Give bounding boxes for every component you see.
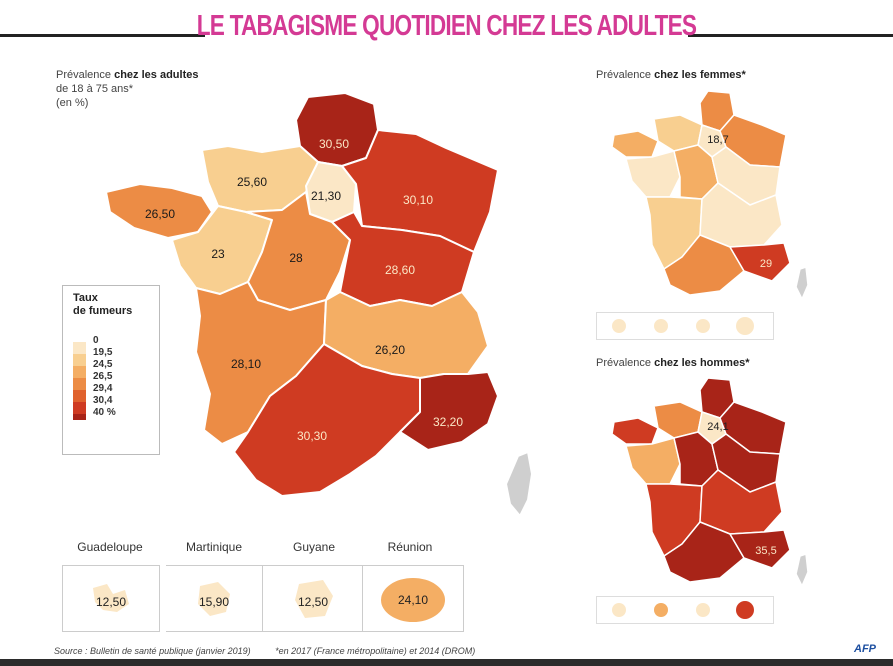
legend-swatch-5 [73, 390, 86, 402]
label-hauts-de-france: 30,50 [319, 137, 349, 151]
legend-title-line1: Taux [73, 292, 98, 304]
legend-title-line2: de fumeurs [73, 305, 133, 317]
legend-tick-2: 24,5 [93, 359, 113, 370]
reunion-shape: 24,10 [381, 578, 445, 622]
main-caption-bold: chez les adultes [114, 69, 199, 81]
women-overseas-strip [596, 312, 774, 340]
women-label-idf: 18,7 [707, 134, 728, 146]
women-map: 18,7 29 [611, 90, 809, 300]
overseas-name-martinique: Martinique [185, 540, 243, 554]
label-auvergne: 26,20 [375, 343, 405, 357]
men-caption-bold: chez les hommes* [654, 357, 750, 369]
guadeloupe-value: 12,50 [96, 595, 126, 609]
region-corse [505, 451, 533, 517]
martinique-shape: 15,90 [198, 582, 230, 616]
men-map: 24,1 35,5 [611, 377, 809, 587]
label-ile-de-france: 21,30 [311, 189, 341, 203]
label-centre: 28 [289, 251, 303, 265]
main-caption-pre: Prévalence [56, 69, 115, 81]
men-map-caption: Prévalence chez les hommes* [596, 356, 749, 370]
legend-swatch-3 [73, 366, 86, 378]
label-paca: 32,20 [433, 415, 463, 429]
women-map-caption: Prévalence chez les femmes* [596, 68, 746, 82]
legend: Taux de fumeurs 0 19,5 24,5 26,5 29,4 30… [62, 285, 160, 455]
title-rule-left [0, 34, 205, 37]
guyane-value: 12,50 [298, 595, 328, 609]
men-caption-pre: Prévalence [596, 357, 655, 369]
main-caption-line2: de 18 à 75 ans* [56, 83, 134, 95]
main-map-caption: Prévalence chez les adultes de 18 à 75 a… [56, 68, 198, 110]
legend-tick-6: 40 % [93, 407, 116, 418]
source-text: Source : Bulletin de santé publique (jan… [54, 646, 251, 656]
label-bretagne: 26,50 [145, 207, 175, 221]
overseas-name-guyane: Guyane [292, 540, 336, 554]
legend-swatch-4 [73, 378, 86, 390]
women-label-paca: 29 [760, 258, 772, 270]
region-paca [399, 371, 499, 451]
main-caption-line3: (en %) [56, 97, 89, 109]
afp-logo: AFP [854, 643, 876, 655]
legend-swatch-1 [73, 342, 86, 354]
footnote-text: *en 2017 (France métropolitaine) et 2014… [275, 646, 476, 656]
legend-tick-1: 19,5 [93, 347, 113, 358]
men-overseas-strip [596, 596, 774, 624]
men-label-paca: 35,5 [755, 545, 776, 557]
label-nouvelle-aquitaine: 28,10 [231, 357, 261, 371]
women-caption-bold: chez les femmes* [654, 69, 746, 81]
legend-swatch-6 [73, 402, 86, 414]
guadeloupe-shape: 12,50 [93, 584, 129, 612]
overseas-box-guadeloupe: 12,50 [62, 565, 160, 632]
page-title: LE TABAGISME QUOTIDIEN CHEZ LES ADULTES [196, 10, 697, 42]
reunion-value: 24,10 [398, 593, 428, 607]
source-note: Source : Bulletin de santé publique (jan… [54, 646, 475, 656]
bottom-bar [0, 659, 893, 666]
overseas-name-reunion: Réunion [387, 540, 433, 554]
overseas-name-guadeloupe: Guadeloupe [77, 540, 143, 554]
label-normandie: 25,60 [237, 175, 267, 189]
label-grand-est: 30,10 [403, 193, 433, 207]
overseas-box-reunion: 24,10 [362, 565, 464, 632]
legend-title: Taux de fumeurs [73, 292, 132, 318]
label-bourgogne: 28,60 [385, 263, 415, 277]
legend-tick-5: 30,4 [93, 395, 113, 406]
overseas-box-guyane: 12,50 [262, 565, 364, 632]
region-centre [245, 191, 351, 311]
legend-swatch-7 [73, 414, 86, 420]
title-rule-right [688, 34, 893, 37]
legend-swatch-2 [73, 354, 86, 366]
martinique-value: 15,90 [199, 595, 229, 609]
guyane-shape: 12,50 [295, 580, 333, 618]
men-label-idf: 24,1 [707, 421, 728, 433]
label-occitanie: 30,30 [297, 429, 327, 443]
legend-tick-0: 0 [93, 335, 99, 346]
legend-tick-4: 29,4 [93, 383, 113, 394]
legend-tick-3: 26,5 [93, 371, 113, 382]
women-caption-pre: Prévalence [596, 69, 655, 81]
overseas-box-martinique: 15,90 [166, 565, 263, 632]
label-pays-de-la-loire: 23 [211, 247, 225, 261]
